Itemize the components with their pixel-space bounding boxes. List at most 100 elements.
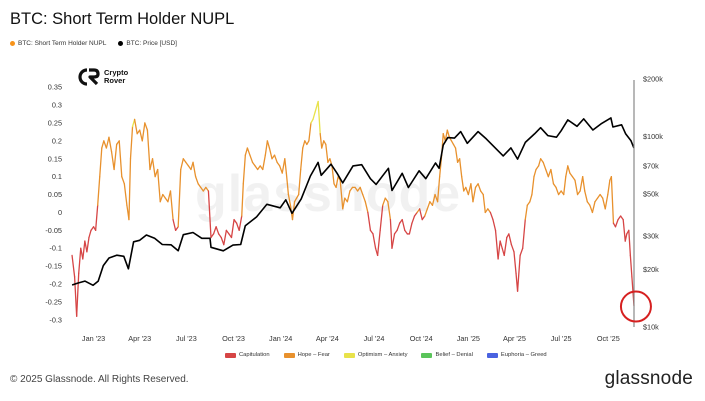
nupl-segment <box>610 176 615 224</box>
nupl-segment <box>321 140 325 149</box>
nupl-segment <box>497 240 501 260</box>
nupl-segment <box>207 190 212 239</box>
nupl-segment <box>110 150 115 171</box>
nupl-segment <box>524 204 528 221</box>
nupl-segment <box>254 165 259 171</box>
crypto-rover-logo-icon <box>78 68 100 86</box>
nupl-segment <box>172 218 177 231</box>
nupl-segment <box>533 168 537 178</box>
zone-label-hope-fear: Hope – Fear <box>297 352 330 358</box>
nupl-segment <box>182 158 187 163</box>
nupl-segment <box>617 215 622 221</box>
nupl-segment <box>141 122 146 142</box>
right-y-tick-label: $30k <box>643 232 659 241</box>
nupl-segment <box>574 179 579 196</box>
nupl-segment <box>569 172 574 178</box>
x-tick-label: Jul '24 <box>364 334 385 343</box>
nupl-segment <box>82 240 86 260</box>
nupl-segment <box>306 140 310 146</box>
nupl-segment <box>372 233 377 249</box>
legend-label-nupl: BTC: Short Term Holder NUPL <box>18 40 107 47</box>
zone-swatch-hope-fear <box>283 352 295 358</box>
y-tick-label: 0.35 <box>48 83 62 92</box>
nupl-segment <box>421 215 426 221</box>
nupl-segment <box>159 193 164 203</box>
nupl-segment <box>101 140 105 149</box>
zone-legend-optimism-anxiety: Optimism – Anxiety <box>343 352 407 358</box>
nupl-segment <box>281 158 286 174</box>
y-tick-label: -0.05 <box>45 226 62 235</box>
nupl-segment <box>596 193 601 199</box>
nupl-segment <box>389 218 393 249</box>
right-y-tick-label: $10k <box>643 323 659 332</box>
nupl-segment <box>325 143 329 163</box>
nupl-segment <box>298 168 302 196</box>
nupl-segment <box>436 176 441 203</box>
nupl-segment <box>349 186 354 192</box>
nupl-segment <box>424 208 428 217</box>
zone-label-euphoria-greed: Euphoria – Greed <box>500 352 547 358</box>
nupl-segment <box>121 176 125 185</box>
nupl-segment <box>529 193 533 203</box>
copyright-text: © 2025 Glassnode. All Rights Reserved. <box>10 374 189 385</box>
nupl-segment <box>411 215 416 224</box>
nupl-segment <box>314 104 318 113</box>
nupl-segment <box>369 229 374 235</box>
nupl-segment <box>200 186 204 192</box>
nupl-segment <box>567 165 571 174</box>
nupl-segment <box>563 176 567 196</box>
nupl-segment <box>86 236 90 253</box>
legend-item-price[interactable]: BTC: Price [USD] <box>118 40 177 47</box>
legend-dot-nupl <box>10 41 15 46</box>
nupl-segment <box>78 247 82 274</box>
right-y-tick-label: $20k <box>643 265 659 274</box>
price-line <box>71 117 635 287</box>
nupl-segment <box>535 165 540 171</box>
y-tick-label: -0.15 <box>45 262 62 271</box>
nupl-segment <box>465 186 470 196</box>
y-tick-label: -0.1 <box>49 244 62 253</box>
nupl-segment <box>295 193 300 199</box>
nupl-segment <box>202 186 207 192</box>
nupl-segment <box>246 147 251 156</box>
nupl-segment <box>169 190 174 221</box>
nupl-segment <box>510 244 515 253</box>
nupl-segment <box>94 204 99 231</box>
nupl-segment <box>339 179 344 210</box>
nupl-segment <box>418 208 423 221</box>
nupl-segment <box>629 254 633 278</box>
nupl-segment <box>384 197 389 203</box>
legend-label-price: BTC: Price [USD] <box>126 40 177 47</box>
nupl-segment <box>458 158 463 178</box>
zone-swatch-belief-denial <box>421 352 433 358</box>
nupl-segment <box>177 168 182 228</box>
nupl-segment <box>342 197 346 210</box>
nupl-segment <box>266 140 271 149</box>
nupl-segment <box>174 226 179 231</box>
nupl-segment <box>293 197 298 203</box>
nupl-segment <box>604 193 609 210</box>
y-tick-label: 0.15 <box>48 154 62 163</box>
nupl-segment <box>118 140 123 178</box>
nupl-segment <box>591 201 596 214</box>
nupl-segment <box>450 140 455 146</box>
nupl-segment <box>192 161 197 178</box>
nupl-segment <box>241 183 244 217</box>
nupl-segment <box>393 229 398 235</box>
y-tick-label: 0.1 <box>52 172 62 181</box>
legend-item-nupl[interactable]: BTC: Short Term Holder NUPL <box>10 40 106 47</box>
nupl-segment <box>444 129 448 142</box>
nupl-segment <box>513 251 517 274</box>
nupl-segment <box>631 276 634 292</box>
nupl-segment <box>212 226 217 235</box>
nupl-segment <box>230 218 235 239</box>
nupl-segment <box>499 240 503 249</box>
nupl-segment <box>431 193 436 206</box>
zone-legend: Capitulation Hope – Fear Optimism – Anxi… <box>225 352 547 358</box>
zone-label-belief-denial: Belief – Denial <box>435 352 473 358</box>
nupl-segment <box>480 190 484 196</box>
nupl-segment <box>550 168 555 185</box>
nupl-segment <box>71 254 76 278</box>
nupl-segment <box>273 154 278 163</box>
nupl-segment <box>251 161 256 167</box>
